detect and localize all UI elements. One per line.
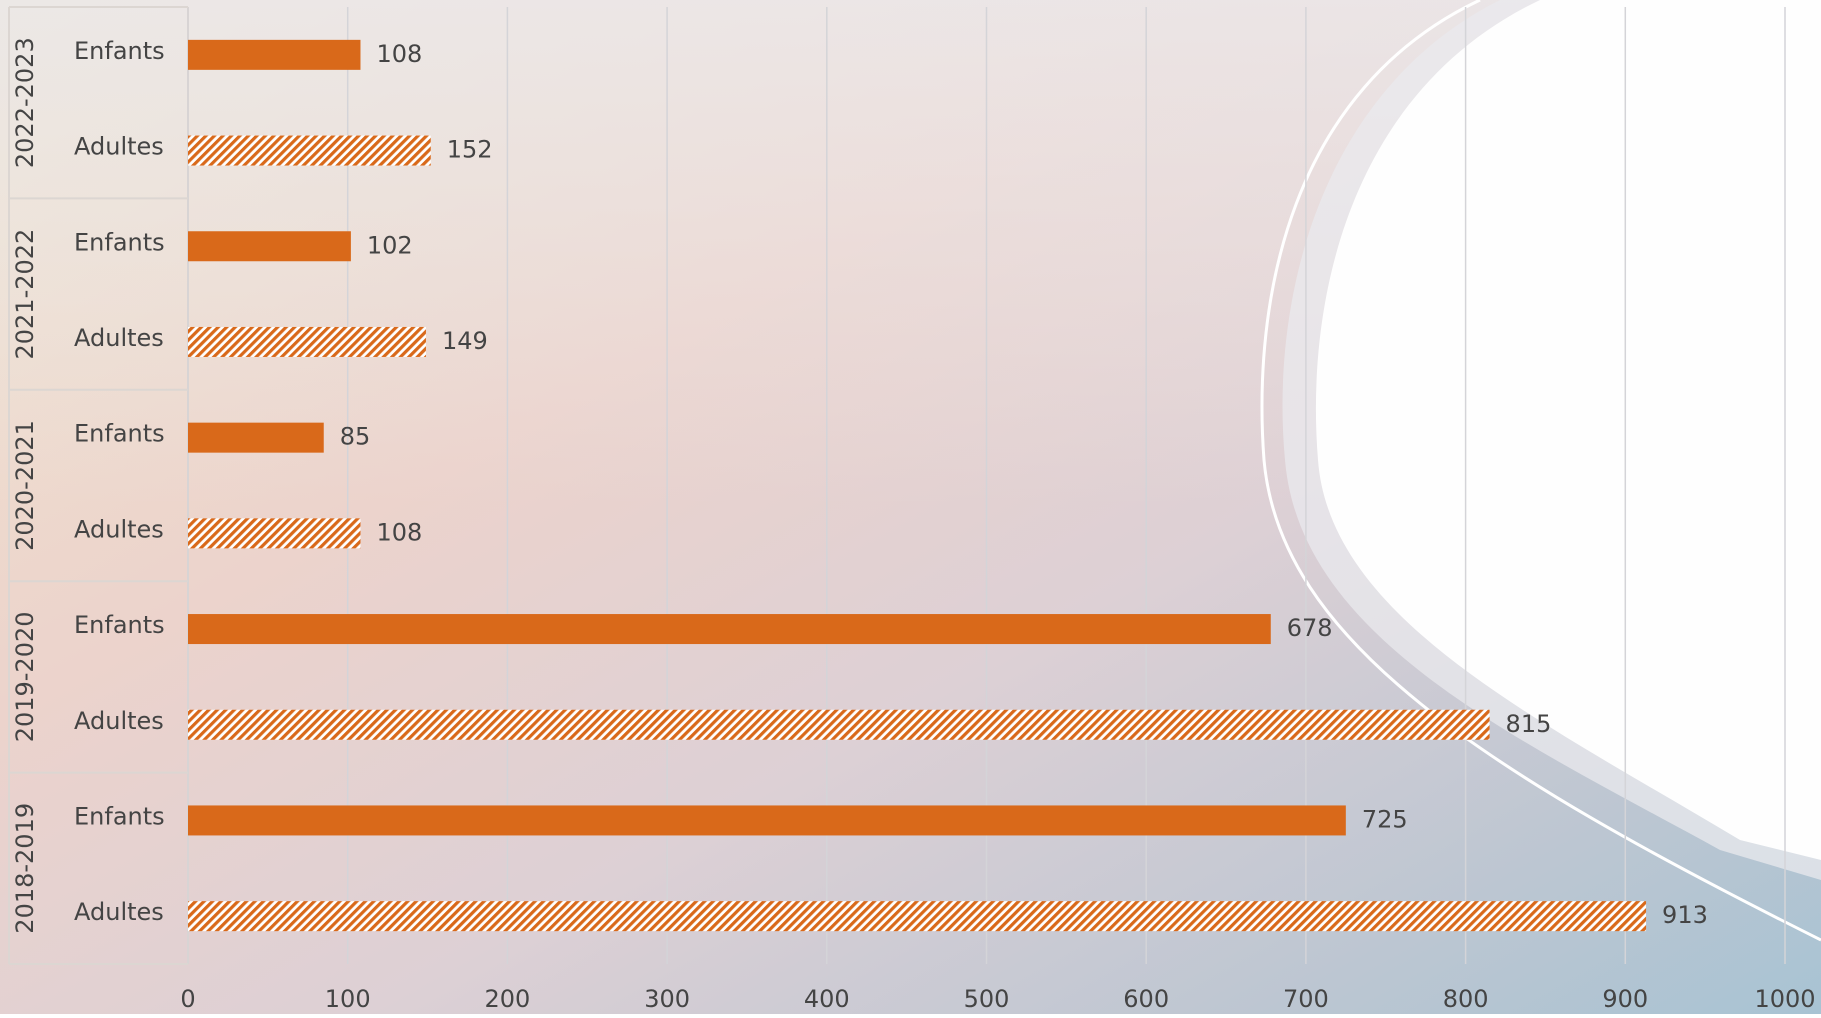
x-tick-label: 900 — [1602, 985, 1648, 1013]
series-label: Enfants — [74, 37, 165, 65]
x-tick-label: 600 — [1123, 985, 1169, 1013]
value-label: 152 — [447, 136, 493, 164]
x-tick-label: 300 — [644, 985, 690, 1013]
x-tick-label: 0 — [180, 985, 195, 1013]
x-tick-label: 100 — [325, 985, 371, 1013]
value-label: 678 — [1287, 614, 1333, 642]
x-tick-label: 200 — [484, 985, 530, 1013]
series-label: Enfants — [74, 420, 165, 448]
bar — [188, 136, 431, 166]
bar — [188, 231, 351, 261]
category-label: 2021-2022 — [11, 229, 39, 360]
value-label: 913 — [1662, 901, 1708, 929]
category-label: 2022-2023 — [11, 37, 39, 168]
value-label: 108 — [376, 40, 422, 68]
x-tick-label: 1000 — [1754, 985, 1815, 1013]
bar — [188, 805, 1346, 835]
x-tick-label: 500 — [964, 985, 1010, 1013]
value-label: 85 — [340, 423, 371, 451]
value-label: 815 — [1506, 710, 1552, 738]
x-tick-label: 800 — [1443, 985, 1489, 1013]
x-tick-label: 700 — [1283, 985, 1329, 1013]
value-label: 725 — [1362, 805, 1408, 833]
chart: 0 100 200 300 400 500 600 700 800 900 1000 2022-202… — [0, 0, 1821, 1014]
category-label: 2020-2021 — [11, 420, 39, 551]
series-label: Adultes — [74, 515, 164, 543]
series-label: Adultes — [74, 898, 164, 926]
bar — [188, 901, 1646, 931]
series-label: Adultes — [74, 133, 164, 161]
page: 0 100 200 300 400 500 600 700 800 900 1000 2022-202… — [0, 0, 1821, 1014]
category-label: 2019-2020 — [11, 611, 39, 742]
series-label: Adultes — [74, 707, 164, 735]
series-label: Enfants — [74, 802, 165, 830]
bar — [188, 710, 1490, 740]
bar — [188, 40, 360, 70]
value-label: 102 — [367, 231, 413, 259]
series-label: Enfants — [74, 228, 165, 256]
bar — [188, 518, 360, 548]
bar — [188, 327, 426, 357]
value-label: 108 — [376, 518, 422, 546]
category-label: 2018-2019 — [11, 803, 39, 934]
series-label: Adultes — [74, 324, 164, 352]
series-label: Enfants — [74, 611, 165, 639]
bar — [188, 614, 1271, 644]
value-label: 149 — [442, 327, 488, 355]
x-tick-label: 400 — [804, 985, 850, 1013]
bar — [188, 423, 324, 453]
